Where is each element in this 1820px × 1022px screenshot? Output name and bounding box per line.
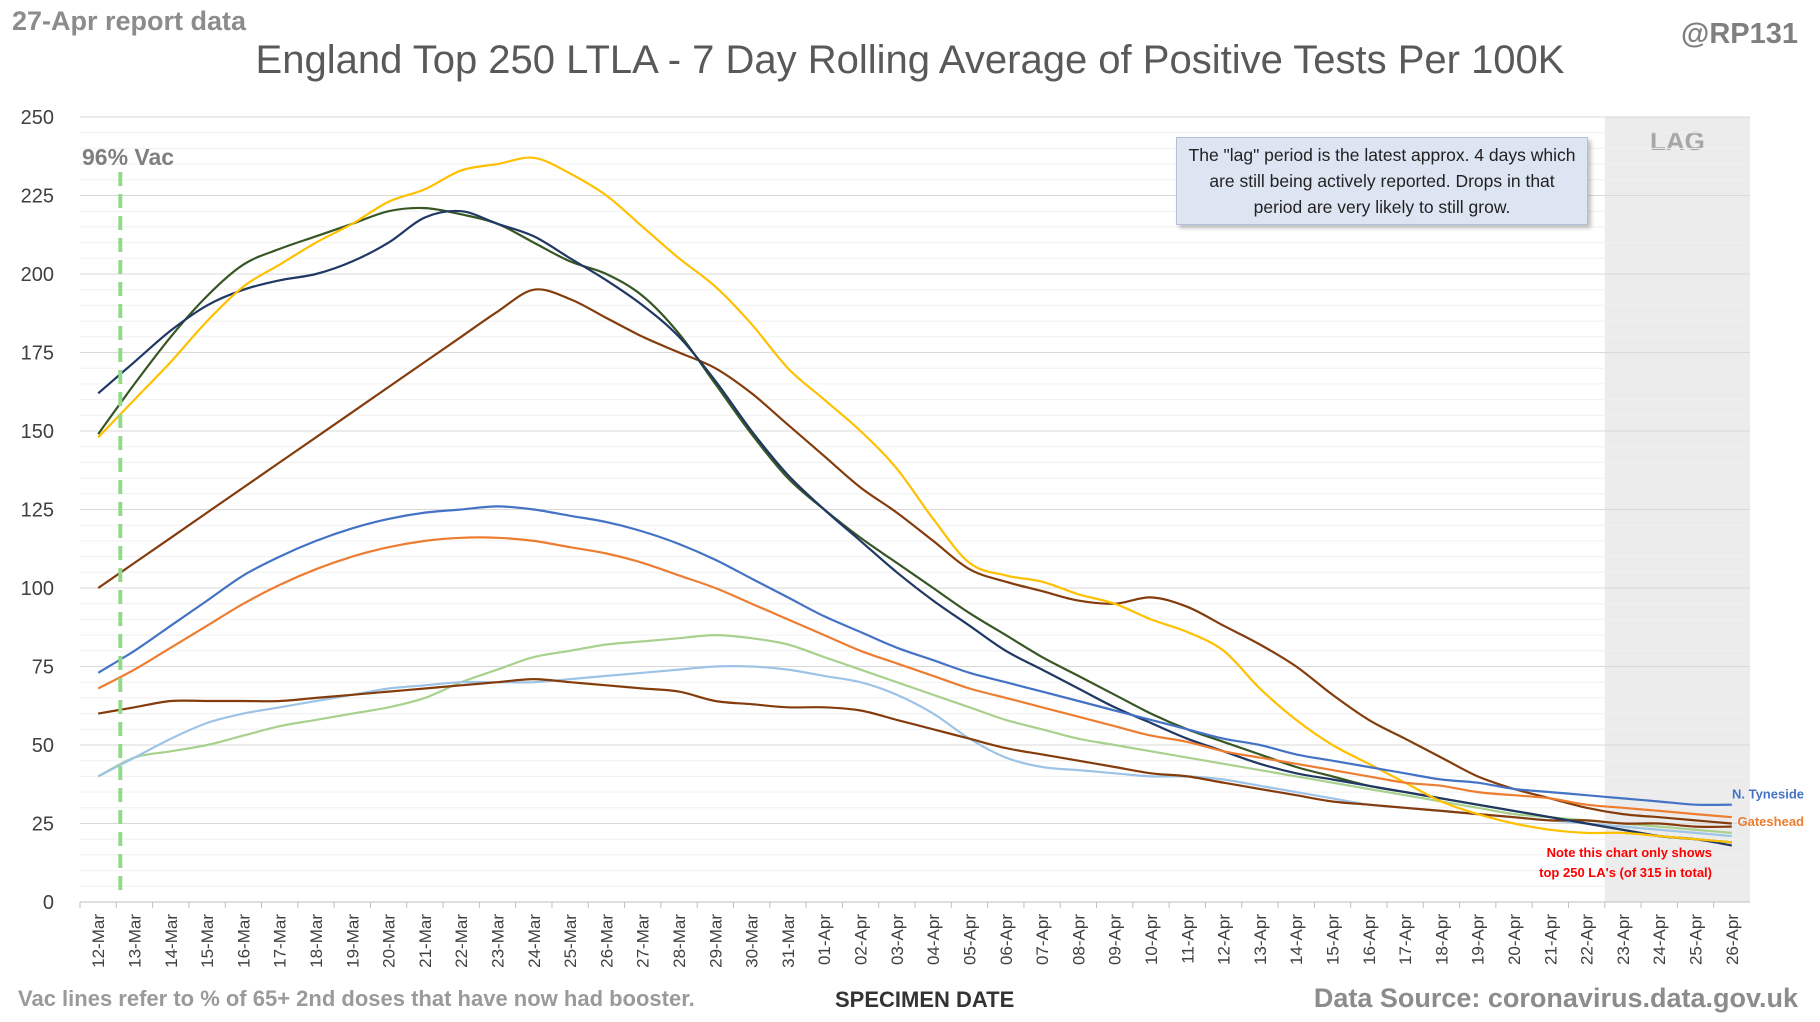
series-line xyxy=(97,634,1732,834)
series-line xyxy=(97,665,1732,838)
top250-note-line1: Note this chart only shows xyxy=(1547,845,1712,860)
x-tick-label: 06-Apr xyxy=(997,914,1016,965)
x-tick-label: 21-Mar xyxy=(416,914,435,968)
x-tick-label: 13-Mar xyxy=(125,914,144,968)
axes: 0 25 50 75 100 125 150 175 200 225 250 12-Mar 13-Mar… xyxy=(21,107,1750,968)
x-tick-label: 24-Apr xyxy=(1650,914,1669,965)
x-tick-label: 25-Mar xyxy=(561,914,580,968)
x-tick-label: 08-Apr xyxy=(1069,914,1088,965)
x-tick-label: 17-Mar xyxy=(271,914,290,968)
y-tick-label: 25 xyxy=(32,814,54,836)
x-tick-label: 24-Mar xyxy=(525,914,544,968)
y-tick-label: 50 xyxy=(32,735,54,757)
x-tick-label: 02-Apr xyxy=(852,914,871,965)
data-source: Data Source: coronavirus.data.gov.uk xyxy=(1313,983,1798,1013)
x-tick-label: 25-Apr xyxy=(1687,914,1706,965)
x-tick-label: 22-Mar xyxy=(452,914,471,968)
series-line xyxy=(98,678,1732,828)
series-line xyxy=(97,209,1732,847)
y-tick-label: 175 xyxy=(21,343,54,365)
x-tick-label: 19-Mar xyxy=(343,914,362,968)
series-line-n-tyneside xyxy=(97,505,1732,807)
lag-label: LAG xyxy=(1650,126,1705,156)
x-tick-label: 22-Apr xyxy=(1578,914,1597,965)
y-tick-label: 250 xyxy=(21,107,54,129)
x-tick-label: 26-Mar xyxy=(597,914,616,968)
x-tick-label: 16-Mar xyxy=(234,914,253,968)
x-tick-label: 20-Apr xyxy=(1505,914,1524,965)
series-label-gateshead: Gateshead xyxy=(1738,814,1805,829)
x-tick-label: 16-Apr xyxy=(1360,914,1379,965)
x-tick-label: 15-Mar xyxy=(198,914,217,968)
x-tick-label: 19-Apr xyxy=(1469,914,1488,965)
x-tick-label: 10-Apr xyxy=(1142,914,1161,965)
y-tick-label: 100 xyxy=(21,578,54,600)
x-tick-label: 15-Apr xyxy=(1324,914,1343,965)
x-tick-label: 17-Apr xyxy=(1396,914,1415,965)
y-tick-label: 75 xyxy=(32,657,54,679)
x-tick-label: 18-Apr xyxy=(1432,914,1451,965)
x-tick-label: 12-Mar xyxy=(89,914,108,968)
x-axis-title: SPECIMEN DATE xyxy=(835,987,1015,1012)
x-tick-label: 23-Mar xyxy=(489,914,508,968)
report-date-label: 27-Apr report data xyxy=(12,6,247,36)
series-label-n-tyneside: N. Tyneside xyxy=(1732,787,1804,802)
x-tick-label: 04-Apr xyxy=(924,914,943,965)
x-tick-label: 23-Apr xyxy=(1614,914,1633,965)
lag-note-box: The "lag" period is the latest approx. 4… xyxy=(1176,137,1588,225)
x-tick-label: 28-Mar xyxy=(670,914,689,968)
y-tick-label: 0 xyxy=(43,892,54,914)
x-tick-label: 29-Mar xyxy=(706,914,725,968)
x-tick-label: 01-Apr xyxy=(815,914,834,965)
x-tick-label: 09-Apr xyxy=(1106,914,1125,965)
series-labels: N. Tyneside Gateshead Note this chart only… xyxy=(1539,787,1804,880)
series-lines xyxy=(97,156,1732,847)
x-tick-label: 13-Apr xyxy=(1251,914,1270,965)
x-tick-label: 27-Mar xyxy=(634,914,653,968)
chart-title: England Top 250 LTLA - 7 Day Rolling Ave… xyxy=(255,38,1565,82)
series-line xyxy=(97,288,1732,825)
x-tick-label: 07-Apr xyxy=(1033,914,1052,965)
x-tick-label: 05-Apr xyxy=(960,914,979,965)
x-tick-label: 20-Mar xyxy=(380,914,399,968)
x-tick-label: 11-Apr xyxy=(1178,914,1197,964)
series-line xyxy=(97,156,1732,844)
series-line-gateshead xyxy=(97,536,1732,819)
x-tick-label: 14-Apr xyxy=(1287,914,1306,965)
x-tick-label: 12-Apr xyxy=(1215,914,1234,965)
author-handle: @RP131 xyxy=(1681,18,1798,50)
x-tick-label: 03-Apr xyxy=(888,914,907,965)
x-tick-label: 31-Mar xyxy=(779,914,798,968)
vac-label: 96% Vac xyxy=(82,144,174,170)
x-tick-label: 21-Apr xyxy=(1541,914,1560,965)
y-tick-label: 125 xyxy=(21,500,54,522)
x-tick-label: 30-Mar xyxy=(743,914,762,968)
y-tick-label: 200 xyxy=(21,264,54,286)
vac-marker: 96% Vac xyxy=(82,144,174,894)
x-tick-label: 18-Mar xyxy=(307,914,326,968)
top250-note-line2: top 250 LA's (of 315 in total) xyxy=(1539,865,1712,880)
vac-footnote: Vac lines refer to % of 65+ 2nd doses th… xyxy=(18,986,695,1011)
y-tick-label: 150 xyxy=(21,421,54,443)
y-tick-label: 225 xyxy=(21,186,54,208)
x-tick-label: 14-Mar xyxy=(162,914,181,968)
x-tick-label: 26-Apr xyxy=(1723,914,1742,965)
